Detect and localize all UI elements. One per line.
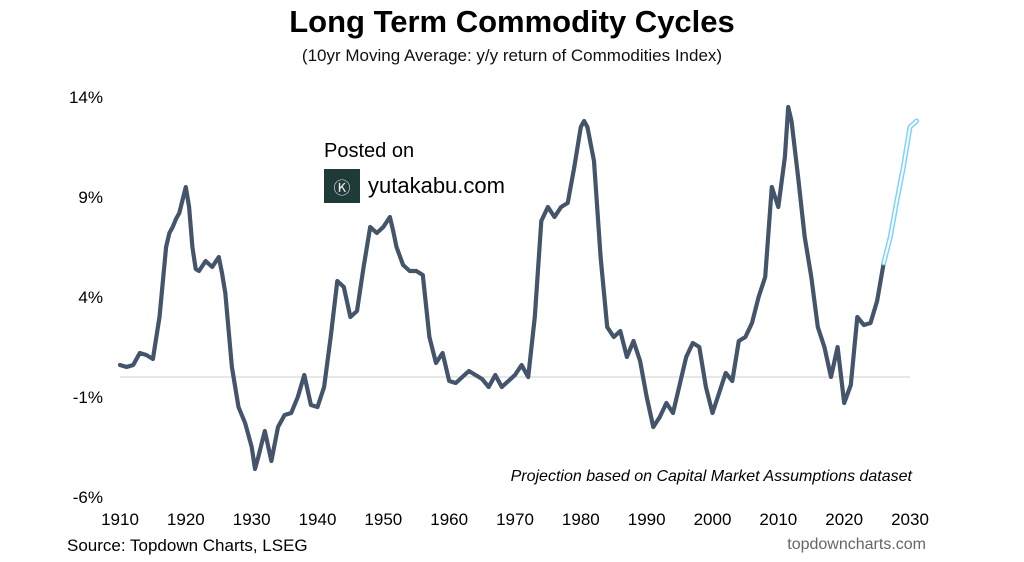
x-tick-label: 2000 bbox=[694, 510, 732, 529]
x-tick-label: 2020 bbox=[825, 510, 863, 529]
x-tick-label: 1970 bbox=[496, 510, 534, 529]
chart-title: Long Term Commodity Cycles bbox=[289, 4, 735, 39]
watermark-site-link[interactable]: yutakabu.com bbox=[368, 173, 505, 198]
projection-annotation: Projection based on Capital Market Assum… bbox=[511, 468, 913, 485]
yutakabu-logo-icon: Ⓚ bbox=[324, 169, 360, 203]
x-axis-ticks: 1910 1920 1930 1940 1950 1960 1970 1980 1990 2000… bbox=[101, 510, 929, 529]
y-axis-ticks: 14% 9% 4% -1% -6% bbox=[69, 88, 103, 507]
x-tick-label: 1960 bbox=[430, 510, 468, 529]
y-tick-label: 14% bbox=[69, 88, 103, 107]
x-tick-label: 2010 bbox=[759, 510, 797, 529]
y-tick-label: 4% bbox=[78, 288, 103, 307]
y-tick-label: -6% bbox=[73, 488, 103, 507]
x-tick-label: 1930 bbox=[233, 510, 271, 529]
x-tick-label: 1980 bbox=[562, 510, 600, 529]
credit-link[interactable]: topdowncharts.com bbox=[787, 536, 926, 553]
watermark: Posted on Ⓚ yutakabu.com bbox=[324, 140, 505, 203]
x-tick-label: 2030 bbox=[891, 510, 929, 529]
x-tick-label: 1990 bbox=[628, 510, 666, 529]
series-line-moving-average bbox=[117, 104, 886, 472]
x-tick-label: 1950 bbox=[364, 510, 402, 529]
series-line-projection bbox=[882, 120, 918, 264]
watermark-posted-label: Posted on bbox=[324, 140, 415, 162]
x-tick-label: 1940 bbox=[299, 510, 337, 529]
y-tick-label: -1% bbox=[73, 388, 103, 407]
x-tick-label: 1910 bbox=[101, 510, 139, 529]
x-tick-label: 1920 bbox=[167, 510, 205, 529]
y-tick-label: 9% bbox=[78, 188, 103, 207]
chart-subtitle: (10yr Moving Average: y/y return of Comm… bbox=[301, 46, 723, 65]
source-note: Source: Topdown Charts, LSEG bbox=[67, 536, 308, 555]
